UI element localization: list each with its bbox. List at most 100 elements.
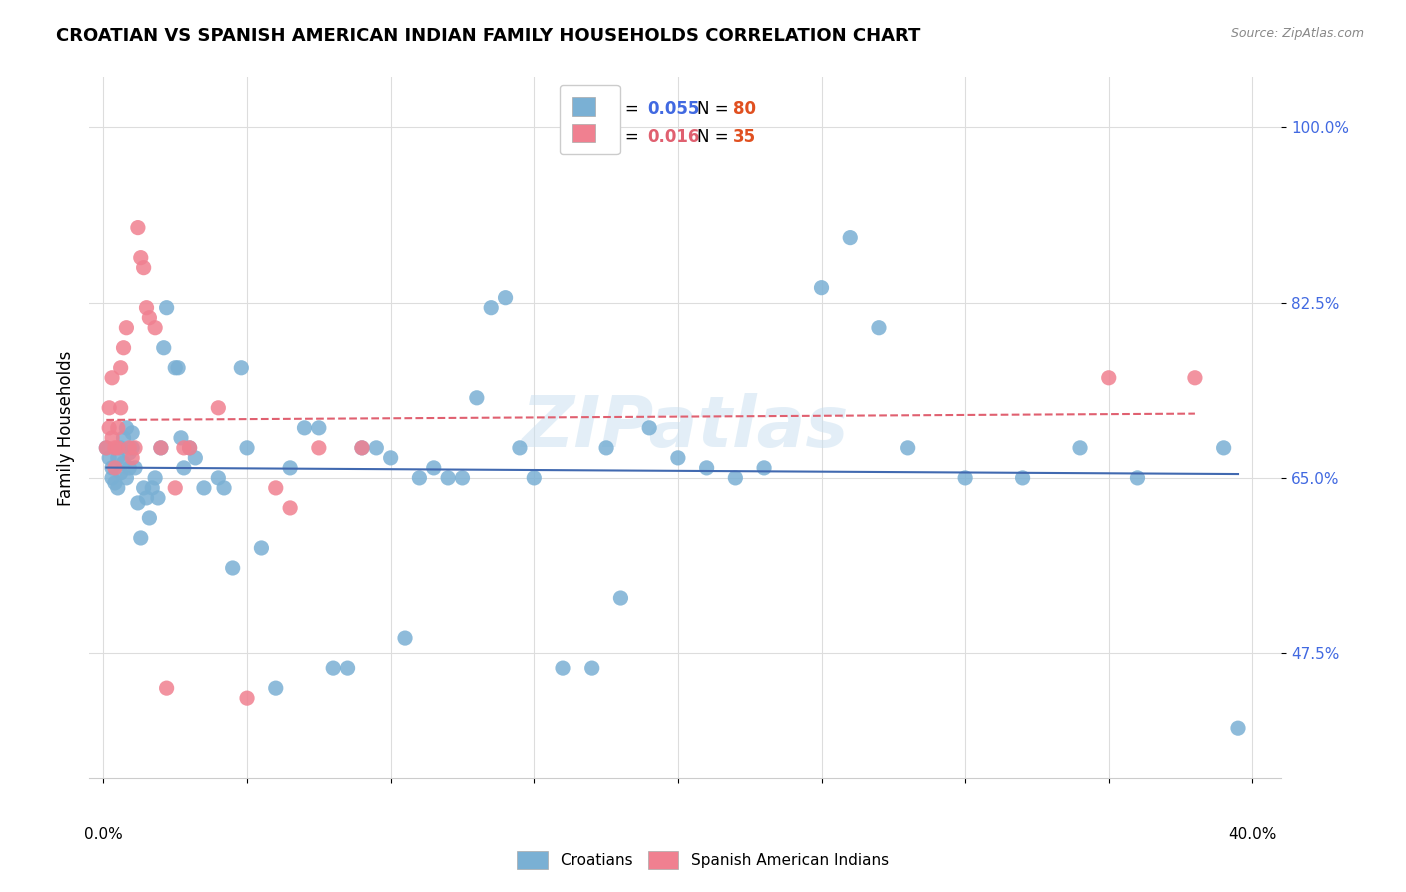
Point	[581, 661, 603, 675]
Point	[810, 281, 832, 295]
Point	[132, 260, 155, 275]
Point	[897, 441, 920, 455]
Point	[551, 661, 574, 675]
Point	[110, 360, 132, 375]
Point	[423, 461, 446, 475]
Point	[101, 371, 124, 385]
Point	[465, 391, 488, 405]
Point	[149, 441, 172, 455]
Point	[110, 441, 132, 455]
Point	[1227, 721, 1250, 735]
Text: 0.016: 0.016	[647, 128, 699, 146]
Point	[149, 441, 172, 455]
Point	[179, 441, 201, 455]
Point	[523, 471, 546, 485]
Point	[96, 441, 118, 455]
Point	[110, 401, 132, 415]
Point	[752, 461, 775, 475]
Point	[121, 450, 143, 465]
Point	[380, 450, 402, 465]
Point	[231, 360, 253, 375]
Point	[336, 661, 359, 675]
Point	[104, 475, 127, 490]
Point	[366, 441, 388, 455]
Text: 40.0%: 40.0%	[1229, 827, 1277, 842]
Legend: , : ,	[560, 85, 620, 154]
Point	[1011, 471, 1033, 485]
Point	[173, 461, 195, 475]
Point	[121, 441, 143, 455]
Point	[173, 441, 195, 455]
Point	[236, 441, 259, 455]
Point	[101, 431, 124, 445]
Text: 0.0%: 0.0%	[84, 827, 122, 842]
Point	[138, 511, 160, 525]
Point	[170, 431, 193, 445]
Point	[839, 230, 862, 244]
Point	[107, 441, 129, 455]
Point	[127, 496, 149, 510]
Point	[129, 531, 152, 545]
Point	[394, 631, 416, 645]
Point	[132, 481, 155, 495]
Text: N =: N =	[697, 100, 734, 118]
Point	[143, 471, 166, 485]
Point	[179, 441, 201, 455]
Point	[609, 591, 631, 605]
Text: 35: 35	[733, 128, 756, 146]
Point	[221, 561, 243, 575]
Point	[112, 341, 135, 355]
Point	[98, 401, 121, 415]
Point	[156, 301, 179, 315]
Point	[141, 481, 163, 495]
Point	[1212, 441, 1234, 455]
Point	[437, 471, 460, 485]
Point	[479, 301, 502, 315]
Point	[156, 681, 179, 695]
Point	[98, 450, 121, 465]
Point	[278, 461, 301, 475]
Point	[165, 360, 187, 375]
Point	[138, 310, 160, 325]
Point	[212, 481, 235, 495]
Point	[1098, 371, 1121, 385]
Point	[152, 341, 174, 355]
Point	[167, 360, 190, 375]
Point	[121, 425, 143, 440]
Point	[953, 471, 976, 485]
Point	[135, 491, 157, 505]
Point	[129, 251, 152, 265]
Text: Source: ZipAtlas.com: Source: ZipAtlas.com	[1230, 27, 1364, 40]
Text: 0.055: 0.055	[647, 100, 699, 118]
Point	[98, 421, 121, 435]
Point	[101, 471, 124, 485]
Point	[1069, 441, 1091, 455]
Point	[112, 431, 135, 445]
Point	[124, 461, 146, 475]
Point	[118, 446, 141, 460]
Point	[104, 461, 127, 475]
Point	[115, 320, 138, 334]
Text: ZIPatlas: ZIPatlas	[522, 393, 849, 462]
Point	[165, 481, 187, 495]
Point	[350, 441, 373, 455]
Point	[146, 491, 169, 505]
Point	[278, 500, 301, 515]
Point	[1184, 371, 1206, 385]
Point	[868, 320, 890, 334]
Point	[595, 441, 617, 455]
Point	[322, 661, 344, 675]
Point	[724, 471, 747, 485]
Point	[115, 421, 138, 435]
Point	[207, 471, 229, 485]
Point	[143, 320, 166, 334]
Text: R =: R =	[607, 128, 644, 146]
Point	[264, 481, 287, 495]
Text: 80: 80	[733, 100, 756, 118]
Point	[107, 421, 129, 435]
Point	[696, 461, 718, 475]
Point	[118, 441, 141, 455]
Point	[107, 481, 129, 495]
Point	[666, 450, 689, 465]
Point	[104, 441, 127, 455]
